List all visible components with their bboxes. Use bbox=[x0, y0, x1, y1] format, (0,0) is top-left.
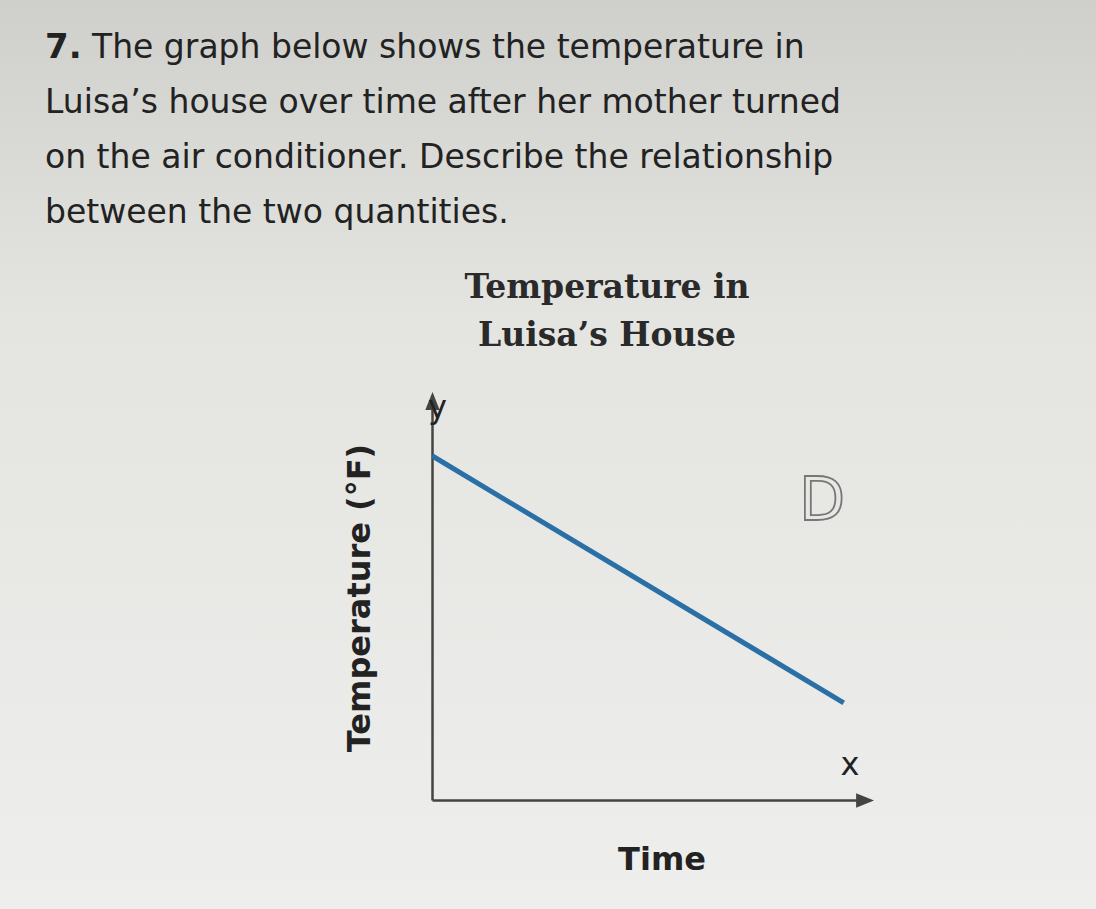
question-line: between the two quantities. bbox=[45, 192, 509, 231]
chart-title: Luisa’s House bbox=[478, 315, 736, 354]
axis-line bbox=[433, 799, 871, 802]
page: 7.The graph below shows the temperature … bbox=[0, 0, 1096, 909]
question-line: The graph below shows the temperature in bbox=[91, 27, 805, 66]
question-line: on the air conditioner. Describe the rel… bbox=[45, 137, 833, 176]
question: 7.The graph below shows the temperature … bbox=[45, 26, 841, 231]
chart-title: Temperature in bbox=[464, 267, 749, 306]
x-axis bbox=[433, 800, 871, 801]
y-variable: y bbox=[428, 388, 447, 426]
x-axis-title: Time bbox=[618, 840, 706, 878]
data-line bbox=[432, 456, 844, 703]
x-variable: x bbox=[841, 745, 860, 783]
background bbox=[0, 0, 1096, 909]
question-line: Luisa’s house over time after her mother… bbox=[45, 82, 841, 121]
question-number: 7. bbox=[45, 26, 82, 66]
plot-area bbox=[432, 456, 844, 703]
y-axis-title: Temperature (°F) bbox=[340, 444, 378, 752]
handwritten-annotation: D bbox=[799, 464, 845, 534]
